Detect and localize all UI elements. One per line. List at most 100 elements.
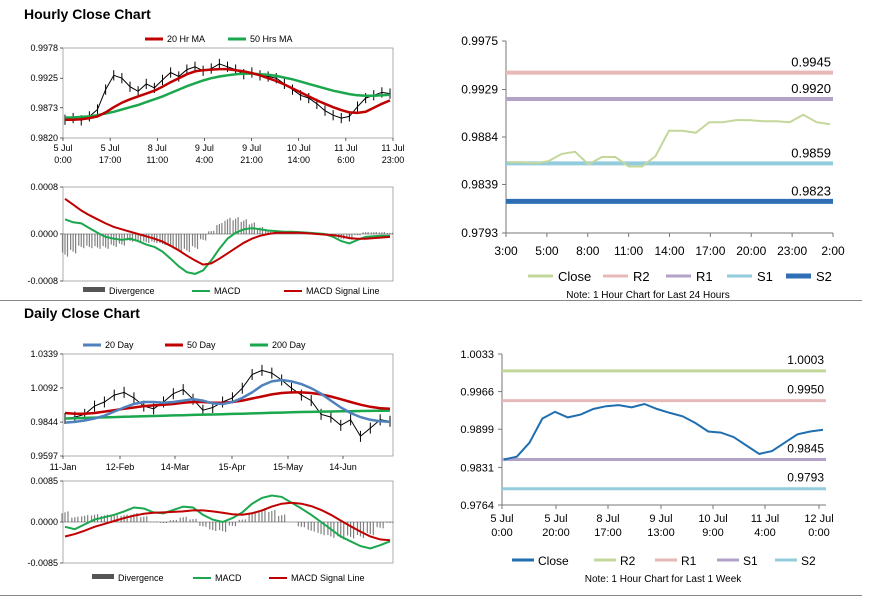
hourly-levels-ytick-label: 0.9884 (461, 130, 498, 144)
daily-levels-legend-label-R1: R1 (681, 554, 697, 568)
hourly-levels-xtick-label: 3:00 (494, 244, 518, 258)
hourly-price-xtick-day: 11 Jul (381, 143, 404, 153)
hourly-price-xtick-day: 10 Jul (287, 143, 311, 153)
daily-levels-xtick-time: 17:00 (594, 527, 622, 539)
daily-price-xtick-label: 12-Feb (106, 462, 135, 472)
daily-legend-divergence-label: Divergence (118, 573, 164, 583)
hourly-macd-ytick-label: 0.0000 (30, 229, 58, 239)
hourly-levels-xtick-label: 17:00 (695, 244, 725, 258)
daily-macd-ytick-label: -0.0085 (27, 558, 58, 568)
hourly-price-xtick-time: 11:00 (146, 155, 168, 165)
hourly-price-xtick-day: 5 Jul (101, 143, 120, 153)
daily-levels-legend-label-Close: Close (538, 554, 569, 568)
daily-price-xtick-label: 14-Jun (329, 462, 357, 472)
daily-section-title: Daily Close Chart (24, 305, 140, 321)
hourly-levels-ytick-label: 0.9975 (461, 34, 498, 48)
daily-price-xtick-label: 14-Mar (161, 462, 190, 472)
daily-level-label-R2: 1.0003 (787, 353, 824, 367)
hourly-legend-divergence-swatch (83, 287, 105, 292)
hourly-macd-ytick-label: 0.0008 (30, 182, 58, 192)
daily-macd-line (64, 494, 391, 550)
hourly-ma50-line (65, 72, 391, 119)
hourly-levels-legend-label-R1: R1 (696, 269, 713, 284)
daily-levels-xtick-time: 13:00 (647, 527, 675, 539)
daily-price-xtick-label: 15-May (273, 462, 304, 472)
hourly-levels-xtick-label: 14:00 (654, 244, 684, 258)
daily-level-label-R1: 0.9950 (787, 383, 824, 397)
daily-price-xtick-label: 11-Jan (50, 462, 77, 472)
hourly-price-xtick-time: 14:00 (287, 155, 310, 165)
hourly-price-xtick-time: 17:00 (99, 155, 122, 165)
daily-levels-close-line (503, 402, 824, 461)
daily-close-line (64, 369, 391, 438)
daily-macd-ytick-label: 0.0000 (30, 517, 58, 527)
daily-level-label-S2: 0.9793 (787, 471, 824, 485)
hourly-price-xtick-time: 23:00 (382, 155, 405, 165)
daily-levels-xtick-day: 12 Jul (804, 513, 833, 525)
daily-price-ytick-label: 1.0092 (30, 383, 58, 393)
hourly-macd-line (64, 218, 390, 275)
daily-levels-ytick-label: 0.9764 (460, 500, 494, 512)
daily-levels-xtick-day: 5 Jul (490, 513, 513, 525)
hourly-levels-legend-label-R2: R2 (633, 269, 650, 284)
hourly-levels-xtick-label: 8:00 (576, 244, 600, 258)
hourly-levels-legend-label-Close: Close (558, 269, 591, 284)
hourly-legend-divergence-label: Divergence (109, 286, 155, 296)
daily-levels-xtick-day: 10 Jul (698, 513, 727, 525)
daily-level-label-S1: 0.9845 (787, 442, 824, 456)
hourly-ma20-line (65, 67, 391, 122)
hourly-levels-xtick-label: 2:00 (821, 244, 845, 258)
hourly-signal-line (64, 197, 391, 266)
daily-levels-xtick-day: 8 Jul (596, 513, 619, 525)
hourly-level-label-S2: 0.9823 (791, 183, 831, 198)
hourly-price-xtick-time: 4:00 (196, 155, 214, 165)
hourly-legend-ma50-label: 50 Hrs MA (250, 34, 293, 44)
section-divider (0, 300, 862, 301)
daily-levels-ytick-label: 0.9966 (460, 387, 494, 399)
hourly-level-label-R2: 0.9945 (791, 55, 831, 70)
daily-legend-ma20-label: 20 Day (105, 340, 134, 350)
hourly-level-label-R1: 0.9920 (791, 81, 831, 96)
daily-levels-xtick-time: 20:00 (542, 527, 570, 539)
hourly-legend-signal-label: MACD Signal Line (306, 286, 380, 296)
daily-levels-ytick-label: 1.0033 (460, 349, 494, 361)
daily-levels-note: Note: 1 Hour Chart for Last 1 Week (585, 574, 743, 585)
hourly-price-xtick-time: 6:00 (337, 155, 355, 165)
daily-price-ytick-label: 0.9597 (30, 451, 58, 461)
hourly-price-xtick-day: 11 Jul (334, 143, 357, 153)
hourly-price-xtick-day: 5 Jul (53, 143, 72, 153)
daily-levels-xtick-time: 0:00 (808, 527, 829, 539)
hourly-price-xtick-day: 9 Jul (195, 143, 214, 153)
daily-levels-xtick-day: 11 Jul (751, 513, 780, 525)
hourly-levels-xtick-label: 5:00 (535, 244, 559, 258)
daily-levels-legend-label-S1: S1 (743, 554, 758, 568)
daily-legend-ma200-label: 200 Day (272, 340, 306, 350)
hourly-levels-xtick-label: 11:00 (614, 244, 643, 258)
daily-price-ytick-label: 1.0339 (30, 349, 58, 359)
daily-price-frame (62, 353, 394, 457)
daily-levels-legend-label-S2: S2 (801, 554, 816, 568)
daily-ma200-line (64, 409, 391, 420)
hourly-levels-note: Note: 1 Hour Chart for Last 24 Hours (566, 290, 729, 301)
hourly-close-line (64, 63, 391, 121)
daily-levels-legend-label-R2: R2 (620, 554, 636, 568)
daily-levels-xtick-day: 9 Jul (649, 513, 672, 525)
bottom-divider (0, 595, 862, 596)
hourly-price-xtick-day: 8 Jul (148, 143, 167, 153)
daily-signal-line (64, 501, 391, 542)
hourly-price-xtick-time: 21:00 (240, 155, 263, 165)
daily-legend-signal-label: MACD Signal Line (291, 573, 365, 583)
hourly-level-label-S1: 0.9859 (791, 145, 831, 160)
hourly-levels-legend-label-S2: S2 (816, 269, 832, 284)
hourly-macd-ytick-label: -0.0008 (27, 276, 58, 286)
daily-legend-ma50-label: 50 Day (187, 340, 216, 350)
daily-levels-xtick-day: 5 Jul (544, 513, 567, 525)
hourly-price-ytick-label: 0.9873 (30, 103, 58, 113)
daily-levels-ytick-label: 0.9831 (460, 462, 494, 474)
hourly-price-ytick-label: 0.9978 (30, 43, 58, 53)
hourly-levels-ytick-label: 0.9839 (461, 177, 498, 191)
hourly-price-xtick-day: 9 Jul (242, 143, 261, 153)
hourly-legend-macd-label: MACD (214, 286, 241, 296)
hourly-levels-close-line (508, 113, 831, 168)
